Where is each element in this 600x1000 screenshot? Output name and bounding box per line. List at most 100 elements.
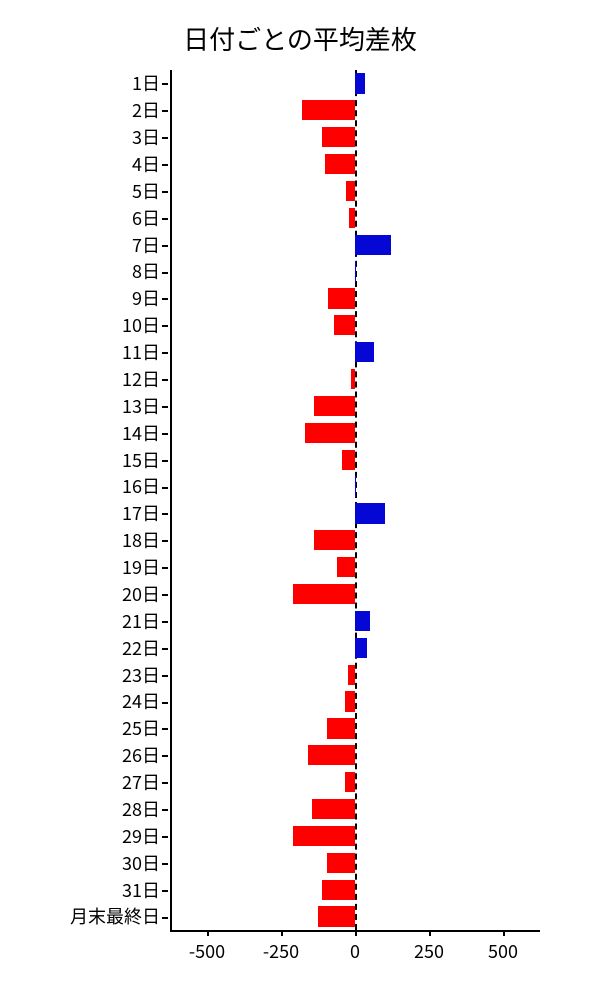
bar-row: 26日 (170, 745, 540, 765)
y-axis-label: 2日 (132, 100, 160, 120)
y-axis-tick (162, 298, 168, 300)
y-axis-tick (162, 675, 168, 677)
bar-row: 13日 (170, 396, 540, 416)
bar (355, 638, 367, 658)
y-axis-label: 14日 (122, 423, 160, 443)
x-axis-label: -500 (189, 938, 225, 964)
y-axis-tick (162, 567, 168, 569)
y-axis-tick (162, 272, 168, 274)
bar-row: 30日 (170, 853, 540, 873)
bar-row: 8日 (170, 261, 540, 281)
y-axis-label: 25日 (122, 718, 160, 738)
y-axis-label: 23日 (122, 665, 160, 685)
bar-row: 18日 (170, 530, 540, 550)
bar (345, 772, 355, 792)
y-axis-tick (162, 836, 168, 838)
bar (314, 530, 355, 550)
y-axis-label: 28日 (122, 799, 160, 819)
bar-row: 28日 (170, 799, 540, 819)
bar-row: 6日 (170, 208, 540, 228)
bar-row: 7日 (170, 235, 540, 255)
y-axis-tick (162, 809, 168, 811)
bar (355, 261, 356, 281)
y-axis-label: 15日 (122, 450, 160, 470)
y-axis-tick (162, 110, 168, 112)
plot-area: 1日2日3日4日5日6日7日8日9日10日11日12日13日14日15日16日1… (170, 70, 540, 930)
y-axis-tick (162, 728, 168, 730)
bar-row: 3日 (170, 127, 540, 147)
bar (355, 235, 391, 255)
x-axis-label: 250 (414, 938, 444, 964)
bar-row: 19日 (170, 557, 540, 577)
bar-row: 16日 (170, 476, 540, 496)
y-axis-label: 21日 (122, 611, 160, 631)
y-axis-tick (162, 487, 168, 489)
x-axis-label: 0 (350, 938, 360, 964)
bar (327, 718, 355, 738)
y-axis-tick (162, 379, 168, 381)
bar (322, 880, 355, 900)
y-axis-tick (162, 702, 168, 704)
x-axis-tick (429, 930, 431, 936)
bar-row: 1日 (170, 73, 540, 93)
y-axis-tick (162, 83, 168, 85)
bar-row: 31日 (170, 880, 540, 900)
y-axis-label: 10日 (122, 315, 160, 335)
bar (349, 208, 355, 228)
y-axis-label: 27日 (122, 772, 160, 792)
bar-row: 15日 (170, 450, 540, 470)
bar (314, 396, 355, 416)
y-axis-label: 31日 (122, 880, 160, 900)
y-axis-label: 30日 (122, 853, 160, 873)
y-axis-tick (162, 191, 168, 193)
y-axis-label: 22日 (122, 638, 160, 658)
bar (342, 450, 355, 470)
y-axis-label: 8日 (132, 261, 160, 281)
bar (327, 853, 355, 873)
chart-title: 日付ごとの平均差枚 (0, 20, 600, 57)
bar (293, 826, 355, 846)
y-axis-label: 6日 (132, 208, 160, 228)
bar-row: 2日 (170, 100, 540, 120)
y-axis-label: 1日 (132, 73, 160, 93)
bar (348, 665, 355, 685)
bar (345, 691, 355, 711)
bar-row: 12日 (170, 369, 540, 389)
y-axis-tick (162, 433, 168, 435)
bar-row: 24日 (170, 691, 540, 711)
x-axis-label: 500 (488, 938, 518, 964)
y-axis-label: 12日 (122, 369, 160, 389)
bar (318, 906, 355, 926)
y-axis-label: 7日 (132, 235, 160, 255)
bar-row: 11日 (170, 342, 540, 362)
y-axis-label: 17日 (122, 503, 160, 523)
bar-row: 23日 (170, 665, 540, 685)
bar-row: 17日 (170, 503, 540, 523)
bar (355, 611, 370, 631)
bar-row: 20日 (170, 584, 540, 604)
x-axis-tick (281, 930, 283, 936)
y-axis-tick (162, 137, 168, 139)
bar (355, 342, 374, 362)
y-axis-tick (162, 890, 168, 892)
y-axis-tick (162, 325, 168, 327)
bar (322, 127, 355, 147)
bar (302, 100, 355, 120)
y-axis-tick (162, 648, 168, 650)
y-axis-label: 16日 (122, 476, 160, 496)
bar (351, 369, 355, 389)
bar-row: 10日 (170, 315, 540, 335)
y-axis-tick (162, 352, 168, 354)
y-axis-label: 20日 (122, 584, 160, 604)
bar (328, 288, 355, 308)
bar-row: 4日 (170, 154, 540, 174)
y-axis-tick (162, 460, 168, 462)
bar-row: 29日 (170, 826, 540, 846)
y-axis-label: 13日 (122, 396, 160, 416)
x-axis: -500-2500250500 (170, 930, 540, 970)
bar-row: 27日 (170, 772, 540, 792)
y-axis-label: 24日 (122, 691, 160, 711)
y-axis-tick (162, 164, 168, 166)
bar (355, 476, 356, 496)
x-axis-tick (207, 930, 209, 936)
